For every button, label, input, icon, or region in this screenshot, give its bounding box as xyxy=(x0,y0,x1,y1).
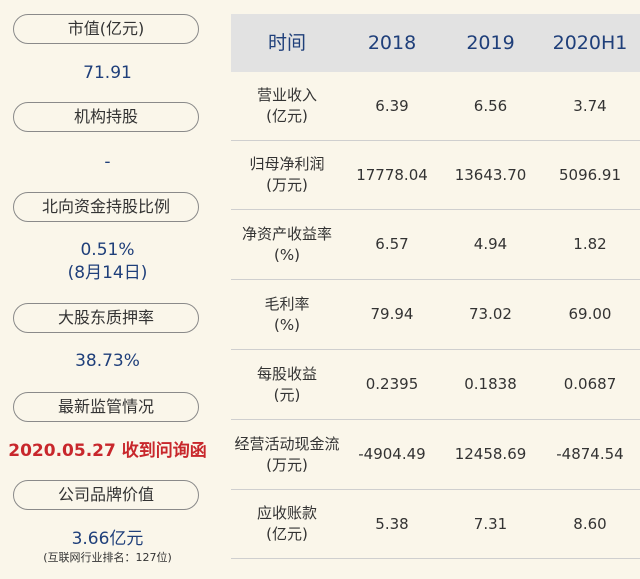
market-cap-label: 市值(亿元) xyxy=(13,14,199,44)
key-metrics-panel: 市值(亿元) 71.91 机构持股 - 北向资金持股比例 0.51% (8月14… xyxy=(0,0,215,579)
table-cell: 3.74 xyxy=(573,96,607,115)
market-cap-value: 71.91 xyxy=(83,63,132,83)
table-cell: 0.2395 xyxy=(365,375,419,393)
table-cell: 0.1838 xyxy=(464,375,517,393)
table-cell: 5096.91 xyxy=(558,165,622,184)
header-period: 时间 xyxy=(267,31,306,54)
table-row: 营业收入 (亿元) 6.39 6.56 3.74 xyxy=(231,72,640,141)
table-cell: 69.00 xyxy=(568,305,612,323)
table-cell: 73.02 xyxy=(469,305,512,323)
header-year-2018: 2018 xyxy=(367,31,417,54)
table-cell: 7.31 xyxy=(473,514,508,533)
row-label: 毛利率 (%) xyxy=(264,294,310,334)
brand-value-value: 3.66亿元 xyxy=(71,529,144,549)
table-cell: 13643.70 xyxy=(454,165,527,184)
table-cell: 79.94 xyxy=(370,305,414,323)
table-cell: 6.39 xyxy=(375,96,409,115)
pledge-ratio-label: 大股东质押率 xyxy=(13,303,199,333)
table-cell: -4904.49 xyxy=(358,445,426,463)
table-row: 毛利率 (%) 79.94 73.02 69.00 xyxy=(231,280,640,350)
table-row: 每股收益 (元) 0.2395 0.1838 0.0687 xyxy=(231,350,640,420)
row-label: 每股收益 (元) xyxy=(256,364,317,404)
brand-value-label: 公司品牌价值 xyxy=(13,480,199,510)
table-cell: -4874.54 xyxy=(556,445,624,463)
institutional-holding-value: - xyxy=(104,152,111,172)
table-row: 归母净利润 (万元) 17778.04 13643.70 5096.91 xyxy=(231,141,640,210)
table-cell: 5.38 xyxy=(375,514,409,533)
regulatory-status-label: 最新监管情况 xyxy=(13,392,199,422)
table-cell: 8.60 xyxy=(573,514,607,533)
row-label: 应收账款 (亿元) xyxy=(256,504,317,543)
brand-value-ranking-note: (互联网行业排名：127位) xyxy=(43,551,172,564)
row-label: 归母净利润 (万元) xyxy=(249,155,325,194)
row-label: 净资产收益率 (%) xyxy=(241,224,332,264)
northbound-holding-value: 0.51% xyxy=(80,240,135,260)
row-label: 经营活动现金流 (万元) xyxy=(234,434,340,474)
table-row: 经营活动现金流 (万元) -4904.49 12458.69 -4874.54 xyxy=(231,420,640,490)
table-cell: 1.82 xyxy=(573,235,607,253)
northbound-holding-date: (8月14日) xyxy=(67,263,148,283)
table-header: 时间 2018 2019 2020H1 xyxy=(231,14,640,72)
table-cell: 4.94 xyxy=(473,235,508,253)
table-row: 净资产收益率 (%) 6.57 4.94 1.82 xyxy=(231,210,640,280)
institutional-holding-label: 机构持股 xyxy=(13,102,199,132)
table-cell: 6.57 xyxy=(375,235,409,253)
pledge-ratio-value: 38.73% xyxy=(75,351,140,371)
regulatory-status-value: 2020.05.27 收到问询函 xyxy=(8,441,207,461)
row-label: 营业收入 (亿元) xyxy=(256,86,317,125)
header-year-2019: 2019 xyxy=(466,31,515,54)
table-cell: 17778.04 xyxy=(356,165,428,184)
northbound-holding-label: 北向资金持股比例 xyxy=(13,192,199,222)
table-cell: 6.56 xyxy=(473,96,508,115)
financial-table: 时间 2018 2019 2020H1 营业收入 (亿元) 6.39 6.56 … xyxy=(231,14,640,559)
table-cell: 12458.69 xyxy=(454,445,527,463)
table-cell: 0.0687 xyxy=(563,375,617,393)
header-2020h1: 2020H1 xyxy=(552,31,628,54)
table-row: 应收账款 (亿元) 5.38 7.31 8.60 xyxy=(231,490,640,559)
